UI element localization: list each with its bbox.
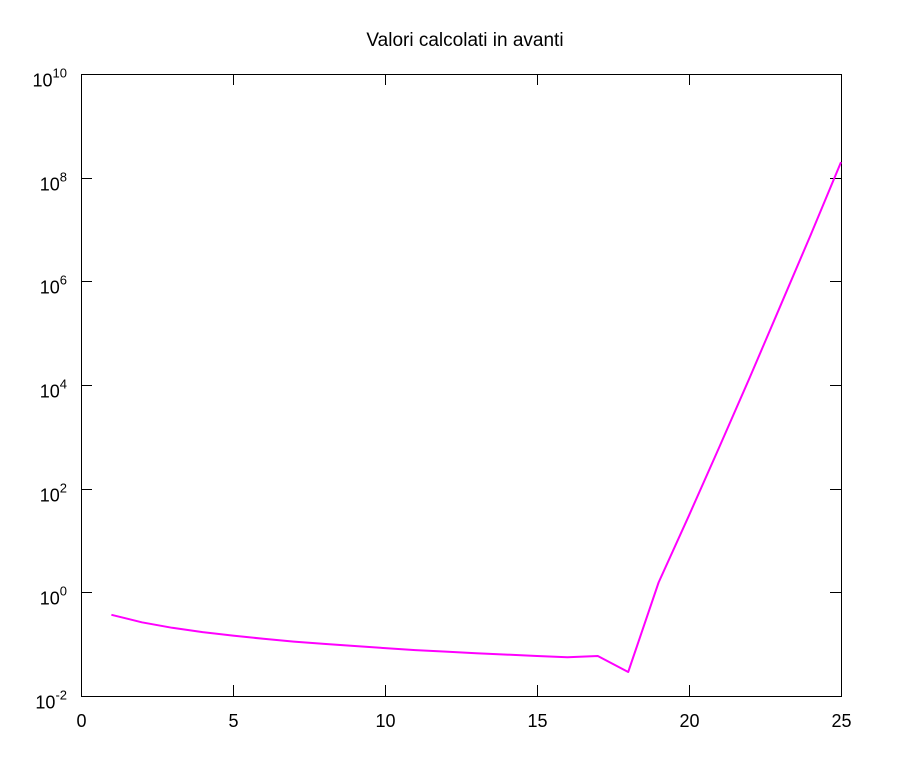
x-tick-label: 15 [527, 711, 547, 731]
y-tick-base: 10 [40, 589, 60, 609]
x-tick-label: 10 [375, 711, 395, 731]
y-tick-exponent: 0 [60, 584, 67, 599]
y-tick-exponent: 8 [60, 170, 67, 185]
y-tick-base: 10 [35, 693, 55, 713]
series-group [111, 161, 842, 673]
y-tick-label: 102 [40, 481, 67, 506]
y-tick-label: 104 [40, 377, 67, 402]
y-tick-base: 10 [40, 278, 60, 298]
x-axis-tick-labels: 0 5 10 15 20 25 [76, 711, 851, 731]
y-tick-base: 10 [33, 71, 53, 91]
y-tick-base: 10 [40, 175, 60, 195]
y-tick-exponent: 4 [60, 377, 67, 392]
y-tick-exponent: -2 [55, 688, 67, 703]
axis-ticks [81, 74, 842, 697]
series-line [111, 161, 842, 673]
x-tick-label: 5 [228, 711, 238, 731]
x-tick-label: 25 [831, 711, 851, 731]
y-tick-base: 10 [40, 382, 60, 402]
y-tick-label: 100 [40, 584, 67, 609]
plot-frame [81, 74, 842, 697]
y-tick-exponent: 6 [60, 273, 67, 288]
y-tick-label: 10-2 [35, 688, 67, 713]
x-tick-label: 20 [679, 711, 699, 731]
chart-title: Valori calcolati in avanti [366, 30, 563, 51]
y-tick-label: 1010 [33, 66, 68, 91]
y-tick-label: 108 [40, 170, 67, 195]
y-tick-exponent: 2 [60, 481, 67, 496]
x-tick-label: 0 [76, 711, 86, 731]
y-tick-exponent: 10 [53, 66, 67, 81]
y-tick-label: 106 [40, 273, 67, 298]
y-tick-base: 10 [40, 486, 60, 506]
